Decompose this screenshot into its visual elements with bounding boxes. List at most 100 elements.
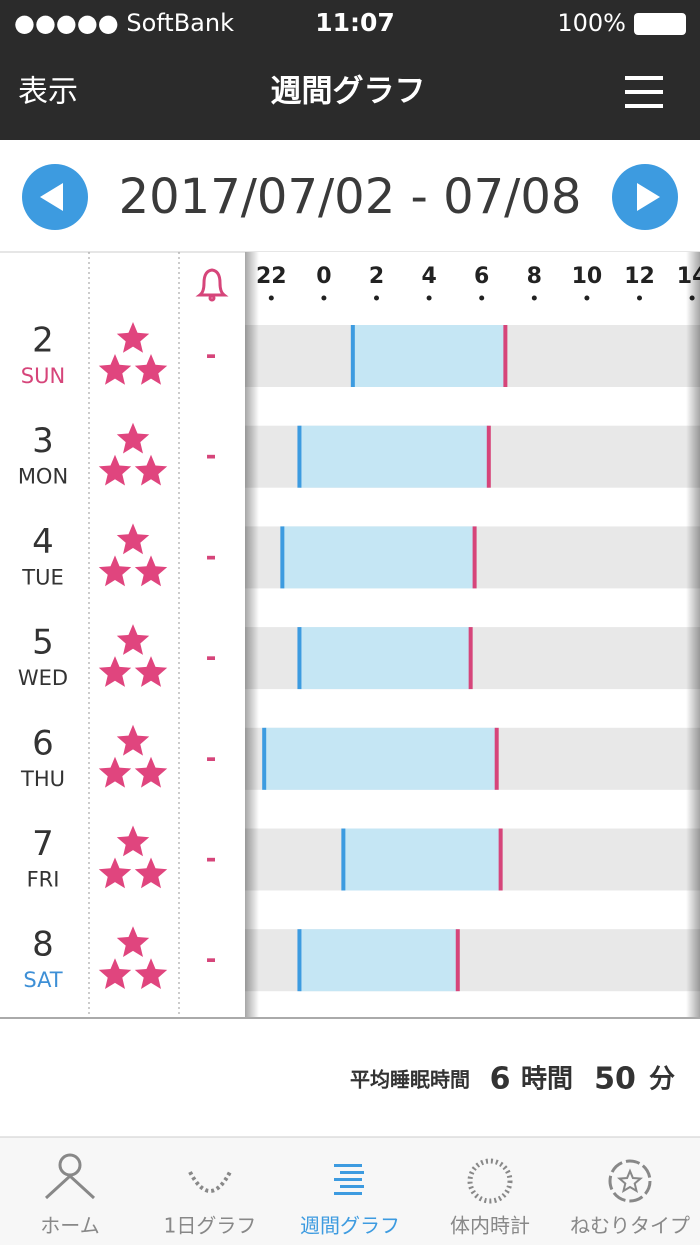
x-tick-dot (584, 295, 590, 301)
star (98, 555, 132, 587)
sleep-bar (264, 727, 497, 790)
date-range: 2017/07/02 - 07/08 (119, 169, 582, 225)
sleep-start (341, 828, 346, 891)
star (98, 857, 132, 889)
x-tick-dot (374, 295, 380, 301)
x-tick-dot (531, 295, 537, 301)
star (98, 454, 132, 486)
sleep-bar (299, 425, 489, 488)
x-tick-label: 6 (474, 264, 489, 289)
star (134, 958, 168, 989)
sleep-start (297, 425, 302, 488)
tab[interactable]: 1日グラフ (164, 1171, 257, 1238)
day-number: 3 (32, 421, 54, 461)
tab-icon (334, 1178, 362, 1181)
sleep-start (297, 627, 302, 690)
sleep-bar (352, 325, 506, 387)
summary-hours: 6 (490, 1062, 511, 1097)
star (134, 656, 168, 687)
tab[interactable]: 週間グラフ (300, 1164, 400, 1238)
star (98, 354, 132, 385)
tab-label: 1日グラフ (164, 1214, 257, 1238)
x-tick-label: 4 (421, 264, 436, 289)
sleep-bar (299, 929, 458, 992)
wake-end (503, 325, 508, 387)
wake-end (494, 727, 499, 790)
alarm-value: - (206, 844, 217, 874)
star (134, 555, 168, 587)
x-tick-dot (268, 295, 274, 301)
star (116, 724, 150, 756)
week-chart: 2202468101214 (245, 252, 700, 1018)
star (116, 322, 150, 353)
carrier: ●●●●● SoftBank (14, 9, 234, 37)
x-tick-dot (321, 295, 327, 301)
day-number: 8 (32, 925, 54, 965)
star (134, 857, 168, 889)
star (116, 926, 150, 957)
menu-icon[interactable] (625, 76, 663, 108)
star (116, 422, 150, 454)
wake-end (498, 828, 503, 891)
alarm-icon (195, 268, 229, 302)
tab-bar (0, 1137, 700, 1245)
star (134, 454, 168, 486)
sleep-start (297, 929, 302, 992)
prev-arrow (40, 183, 63, 211)
wake-end (486, 425, 491, 488)
tab[interactable]: ねむりタイプ (570, 1159, 690, 1238)
star (98, 958, 132, 989)
day-number: 5 (32, 623, 54, 663)
next-arrow (637, 183, 660, 211)
weekday: FRI (27, 868, 60, 892)
weekday: WED (18, 666, 68, 690)
battery-text: 100% (557, 9, 626, 37)
wake-end (468, 627, 473, 690)
x-tick-label: 22 (256, 264, 287, 289)
alarm-value: - (206, 945, 217, 975)
weekday: THU (20, 767, 65, 791)
shadow (245, 252, 259, 1018)
nav-title: 週間グラフ (271, 74, 426, 110)
x-tick-dot (426, 295, 432, 301)
tabs: ホーム 1日グラフ 週間グラフ 体内時計 ねむりタイプ (40, 1153, 690, 1238)
x-tick-label: 2 (369, 264, 384, 289)
nav-left[interactable]: 表示 (18, 75, 78, 110)
x-tick-label: 8 (527, 264, 542, 289)
summary-hours-unit: 時間 (521, 1065, 573, 1095)
battery-icon (634, 13, 686, 35)
tab[interactable]: 体内時計 (450, 1158, 530, 1238)
sleep-bar (299, 627, 471, 690)
tab-icon (340, 1185, 364, 1188)
tab-label: ホーム (40, 1214, 99, 1238)
shadow (686, 252, 700, 1018)
tab-icon (467, 1158, 513, 1204)
header-bg (0, 0, 700, 140)
x-tick-label: 12 (624, 264, 655, 289)
sleep-start (350, 325, 355, 387)
wake-end (455, 929, 460, 992)
day-number: 7 (32, 824, 54, 864)
weekday: MON (18, 465, 68, 489)
sleep-start (280, 526, 285, 589)
star (116, 523, 150, 555)
alarm-value: - (206, 341, 217, 371)
tab[interactable]: ホーム (40, 1153, 100, 1238)
weekday: SAT (23, 968, 62, 992)
day-number: 2 (32, 321, 54, 361)
alarm-value: - (206, 441, 217, 471)
sleep-bar (282, 526, 475, 589)
summary-minutes: 50 (594, 1062, 636, 1097)
x-tick-dot (479, 295, 485, 301)
tab-icon (188, 1171, 232, 1193)
sleep-start (262, 727, 267, 790)
x-tick-label: 0 (316, 264, 331, 289)
x-tick-label: 10 (572, 264, 603, 289)
alarm-value: - (206, 743, 217, 773)
summary-label: 平均睡眠時間 (350, 1068, 470, 1092)
star (98, 656, 132, 687)
tab-icon (608, 1159, 652, 1203)
tab-icon (334, 1192, 362, 1195)
